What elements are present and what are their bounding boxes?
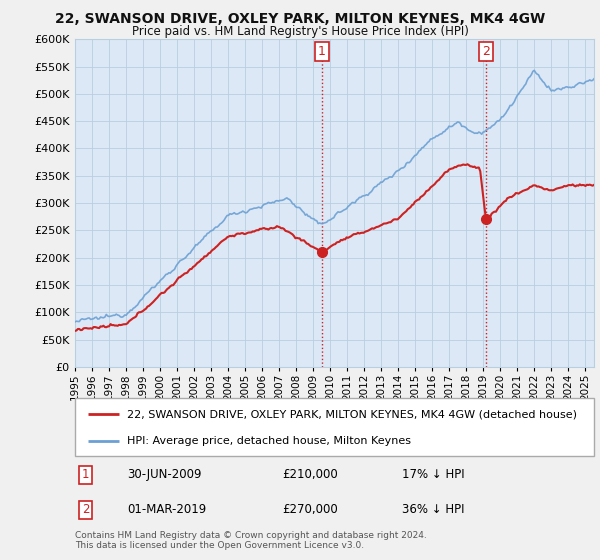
Text: 1: 1 — [318, 45, 326, 58]
Text: 36% ↓ HPI: 36% ↓ HPI — [402, 503, 464, 516]
Text: HPI: Average price, detached house, Milton Keynes: HPI: Average price, detached house, Milt… — [127, 436, 411, 446]
Text: £210,000: £210,000 — [283, 468, 338, 481]
Text: 01-MAR-2019: 01-MAR-2019 — [127, 503, 206, 516]
Text: 17% ↓ HPI: 17% ↓ HPI — [402, 468, 464, 481]
Text: 30-JUN-2009: 30-JUN-2009 — [127, 468, 202, 481]
Text: Contains HM Land Registry data © Crown copyright and database right 2024.
This d: Contains HM Land Registry data © Crown c… — [75, 530, 427, 550]
Text: 2: 2 — [82, 503, 89, 516]
Text: 22, SWANSON DRIVE, OXLEY PARK, MILTON KEYNES, MK4 4GW: 22, SWANSON DRIVE, OXLEY PARK, MILTON KE… — [55, 12, 545, 26]
Text: 22, SWANSON DRIVE, OXLEY PARK, MILTON KEYNES, MK4 4GW (detached house): 22, SWANSON DRIVE, OXLEY PARK, MILTON KE… — [127, 409, 577, 419]
Text: 2: 2 — [482, 45, 490, 58]
FancyBboxPatch shape — [75, 398, 594, 456]
Text: £270,000: £270,000 — [283, 503, 338, 516]
Text: Price paid vs. HM Land Registry's House Price Index (HPI): Price paid vs. HM Land Registry's House … — [131, 25, 469, 38]
Text: 1: 1 — [82, 468, 89, 481]
